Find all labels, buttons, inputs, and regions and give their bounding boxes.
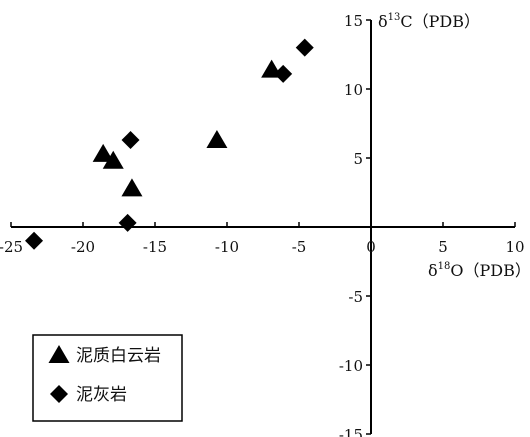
marl-point [295, 38, 314, 57]
legend: 泥质白云岩 泥灰岩 [32, 334, 183, 422]
y-tick-label: -5 [348, 288, 363, 306]
x-axis-title: δ18O（PDB） [428, 261, 530, 280]
y-axis-ticks: -15 -10 -5 5 10 15 [339, 12, 371, 437]
dolomite-point [102, 150, 124, 169]
marl-point [118, 213, 137, 232]
x-axis-title-text: O（PDB） [450, 261, 530, 280]
legend-marker-triangle [48, 345, 70, 363]
legend-label-dolomite: 泥质白云岩 [76, 346, 161, 366]
y-tick-label: -15 [339, 426, 363, 437]
y-axis-title: δ13C（PDB） [378, 12, 480, 31]
x-tick-label: -20 [71, 238, 95, 256]
legend-marker-diamond [50, 385, 68, 403]
x-tick-label: 10 [505, 238, 524, 256]
x-tick-label: 0 [366, 238, 376, 256]
x-tick-label: -10 [215, 238, 239, 256]
legend-label-marl: 泥灰岩 [76, 385, 127, 405]
marl-point [121, 131, 140, 150]
x-axis-title-sup: 18 [438, 261, 451, 272]
marl-point [25, 231, 44, 250]
dolomite-point [206, 130, 228, 149]
y-axis-title-sup: 13 [388, 12, 401, 23]
legend-markers [48, 345, 70, 403]
y-tick-label: 5 [353, 150, 363, 168]
marl-point [274, 64, 293, 83]
x-tick-label: -25 [0, 238, 23, 256]
x-axis-title-delta: δ [428, 261, 438, 280]
dolomite-point [92, 143, 114, 162]
y-tick-label: -10 [339, 357, 363, 375]
x-tick-label: 5 [438, 238, 448, 256]
x-axis-ticks: -25 -20 -15 -10 -5 0 5 10 [0, 222, 525, 256]
y-tick-label: 15 [344, 12, 363, 30]
y-axis-title-delta: δ [378, 12, 388, 31]
x-tick-label: -5 [292, 238, 307, 256]
y-axis-title-text: C（PDB） [400, 12, 480, 31]
dolomite-point [121, 178, 143, 197]
y-tick-label: 10 [344, 81, 363, 99]
x-tick-label: -15 [143, 238, 167, 256]
data-points [25, 38, 314, 250]
